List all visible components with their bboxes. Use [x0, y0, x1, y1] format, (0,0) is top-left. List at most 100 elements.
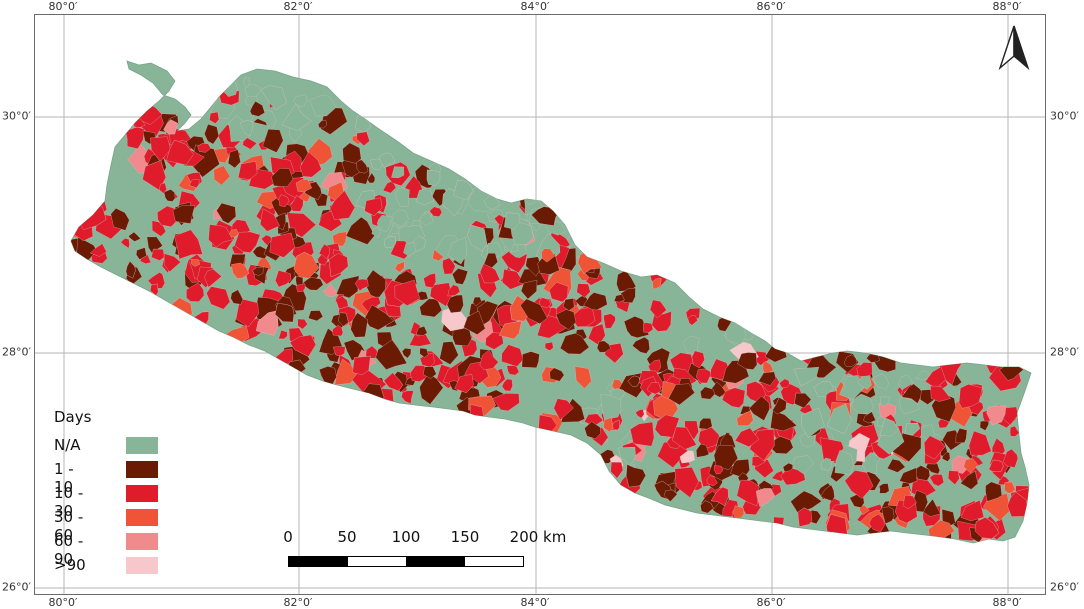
legend-swatch	[126, 557, 158, 574]
municipality-polygon	[584, 421, 601, 439]
legend-label: 30 - 60	[54, 508, 84, 544]
scale-segment	[289, 557, 348, 566]
municipality-polygon	[278, 194, 290, 207]
municipality-polygon	[334, 358, 359, 386]
municipality-polygon	[698, 418, 713, 430]
municipality-polygon	[539, 297, 551, 308]
legend-item-30-60: 30 - 60	[48, 506, 158, 544]
municipality-polygon	[429, 206, 443, 217]
municipality-polygon	[467, 224, 488, 252]
municipality-polygon	[963, 458, 979, 474]
municipality-polygon	[691, 350, 705, 369]
scale-label-150: 150	[450, 528, 480, 546]
municipality-polygon	[147, 272, 165, 289]
municipality-polygon	[301, 277, 324, 291]
municipality-polygon	[881, 506, 895, 524]
lon-tick-top-86: 86°0′	[756, 0, 786, 13]
municipality-polygon	[332, 324, 344, 337]
municipality-polygon	[603, 313, 616, 329]
municipality-polygon	[596, 340, 611, 353]
municipality-polygon	[687, 315, 698, 326]
municipality-polygon	[863, 411, 876, 424]
municipality-polygon	[887, 458, 906, 473]
municipality-polygon	[391, 209, 409, 227]
municipality-polygon	[447, 284, 461, 297]
municipality-polygon	[350, 312, 368, 338]
municipality-polygon	[403, 242, 417, 257]
municipality-polygon	[901, 383, 924, 404]
legend-swatch	[126, 509, 158, 526]
municipality-polygon	[216, 202, 237, 224]
municipality-polygon	[773, 516, 785, 529]
municipality-polygon	[120, 238, 130, 249]
municipality-polygon	[297, 318, 308, 330]
municipality-polygon	[960, 470, 979, 490]
municipality-polygon	[151, 248, 165, 261]
municipality-polygon	[618, 447, 636, 466]
municipality-polygon	[779, 378, 790, 389]
municipality-polygon	[553, 398, 574, 421]
municipality-polygon	[630, 421, 655, 447]
legend-item-60-90: 60 - 90	[48, 530, 158, 568]
municipality-polygon	[663, 489, 678, 502]
municipality-polygon	[447, 236, 468, 265]
municipality-polygon	[679, 450, 695, 464]
lon-tick-bottom-82: 82°0′	[283, 596, 313, 609]
municipality-polygon	[332, 346, 346, 356]
municipality-polygon	[603, 417, 614, 433]
legend-swatch	[126, 437, 158, 454]
municipality-polygon	[345, 216, 375, 245]
municipality-polygon	[904, 422, 920, 436]
municipality-polygon	[352, 355, 371, 375]
municipality-polygon	[415, 187, 434, 206]
municipality-polygon	[479, 349, 499, 370]
municipality-polygon	[868, 513, 886, 533]
municipality-polygon	[249, 101, 265, 117]
municipality-polygon	[850, 393, 874, 415]
municipality-polygon	[423, 366, 437, 379]
municipality-polygon	[610, 461, 624, 479]
municipality-polygon	[375, 339, 408, 370]
municipality-polygon	[955, 428, 968, 444]
municipality-polygon	[710, 486, 729, 506]
municipality-polygon	[826, 514, 848, 542]
municipality-polygon	[453, 179, 474, 201]
legend-item-10-30: 10 - 30	[48, 482, 158, 520]
municipality-polygon	[335, 296, 349, 310]
municipality-polygon	[574, 366, 592, 389]
municipality-polygon	[521, 351, 540, 368]
choropleth-map	[35, 15, 1045, 594]
municipality-polygon	[899, 467, 918, 484]
municipality-polygon	[501, 344, 524, 367]
municipality-polygons	[71, 77, 1031, 543]
municipality-polygon	[410, 365, 429, 382]
municipality-polygon	[772, 397, 787, 415]
municipality-polygon	[794, 392, 812, 409]
municipality-polygon	[879, 417, 899, 437]
municipality-polygon	[696, 368, 711, 384]
municipality-polygon	[330, 190, 356, 220]
municipality-polygon	[269, 232, 295, 258]
municipality-polygon	[260, 208, 280, 232]
municipality-polygon	[736, 410, 754, 426]
municipality-polygon	[958, 384, 983, 409]
municipality-polygon	[278, 330, 288, 340]
municipality-polygon	[793, 366, 819, 387]
legend-label: 10 - 30	[54, 484, 84, 520]
municipality-polygon	[698, 427, 722, 449]
scale-label-100: 100	[391, 528, 421, 546]
municipality-polygon	[749, 395, 770, 421]
municipality-polygon	[525, 256, 542, 277]
municipality-polygon	[275, 270, 292, 288]
municipality-polygon	[968, 430, 992, 456]
municipality-polygon	[230, 289, 244, 305]
lat-tick-left-28: 28°0′	[2, 345, 31, 359]
municipality-polygon	[706, 475, 718, 487]
municipality-polygon	[520, 298, 548, 324]
scale-segment	[347, 557, 406, 566]
municipality-polygon	[627, 375, 640, 387]
lat-tick-left-26: 26°0′	[2, 580, 31, 594]
municipality-polygon	[560, 333, 590, 355]
municipality-polygon	[275, 303, 295, 323]
municipality-polygon	[356, 131, 370, 146]
